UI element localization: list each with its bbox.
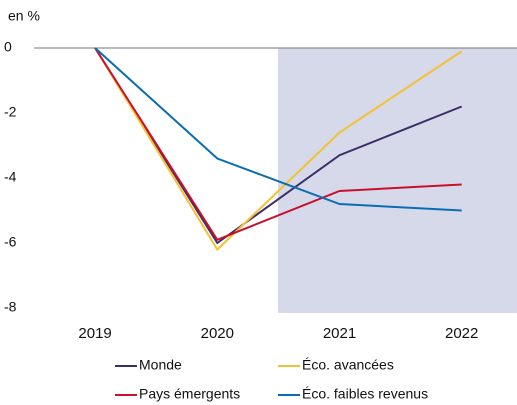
x-tick-label: 2020 — [201, 325, 234, 342]
x-tick-label: 2019 — [78, 325, 111, 342]
legend-label: Monde — [139, 357, 182, 373]
x-tick-label: 2022 — [445, 325, 478, 342]
legend-label: Éco. avancées — [302, 357, 394, 373]
projection-shade — [278, 48, 517, 313]
x-tick-label: 2021 — [323, 325, 356, 342]
y-axis-label: en % — [8, 8, 40, 24]
legend-label: Éco. faibles revenus — [302, 386, 428, 402]
series-line — [94, 47, 462, 212]
y-tick-label: -4 — [4, 169, 17, 185]
y-tick-label: 0 — [4, 39, 12, 55]
y-tick-label: -2 — [4, 104, 17, 120]
series-line — [94, 47, 463, 252]
y-tick-label: -6 — [4, 234, 17, 250]
legend-label: Pays émergents — [139, 386, 240, 402]
series-line — [94, 47, 462, 241]
y-tick-label: -8 — [4, 299, 17, 315]
